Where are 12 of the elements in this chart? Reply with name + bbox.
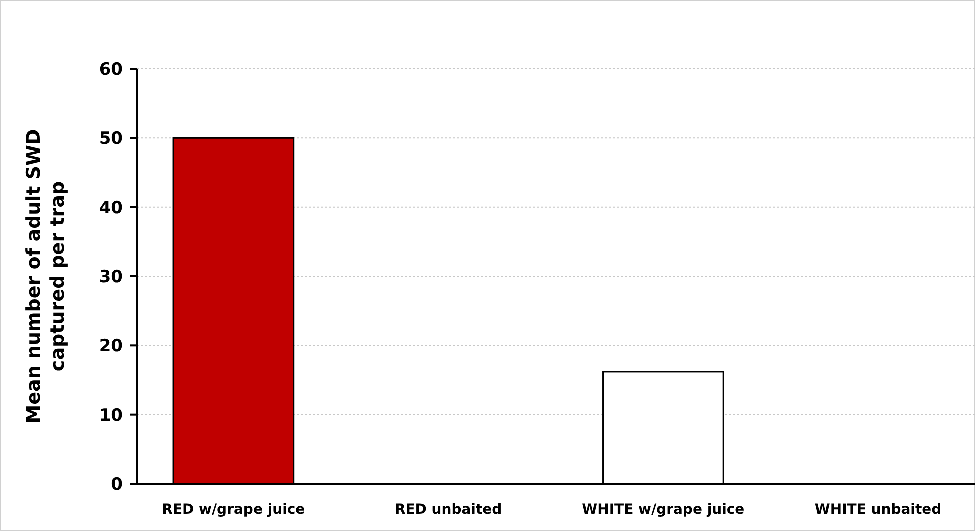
- x-tick-label: WHITE unbaited: [814, 502, 942, 518]
- x-tick-label: RED unbaited: [394, 502, 502, 518]
- y-tick-label: 20: [99, 336, 124, 357]
- y-tick-label: 50: [99, 129, 124, 150]
- x-tick-label: WHITE w/grape juice: [582, 502, 745, 518]
- y-tick-label: 0: [111, 474, 124, 495]
- x-tick-label: RED w/grape juice: [162, 502, 306, 518]
- y-tick-label: 10: [99, 406, 124, 426]
- y-axis-title: Mean number of adult SWD captured per trap: [23, 129, 69, 424]
- y-tick-label: 30: [99, 267, 124, 288]
- y-tick-label: 40: [99, 198, 124, 218]
- y-tick-label: 60: [99, 60, 124, 80]
